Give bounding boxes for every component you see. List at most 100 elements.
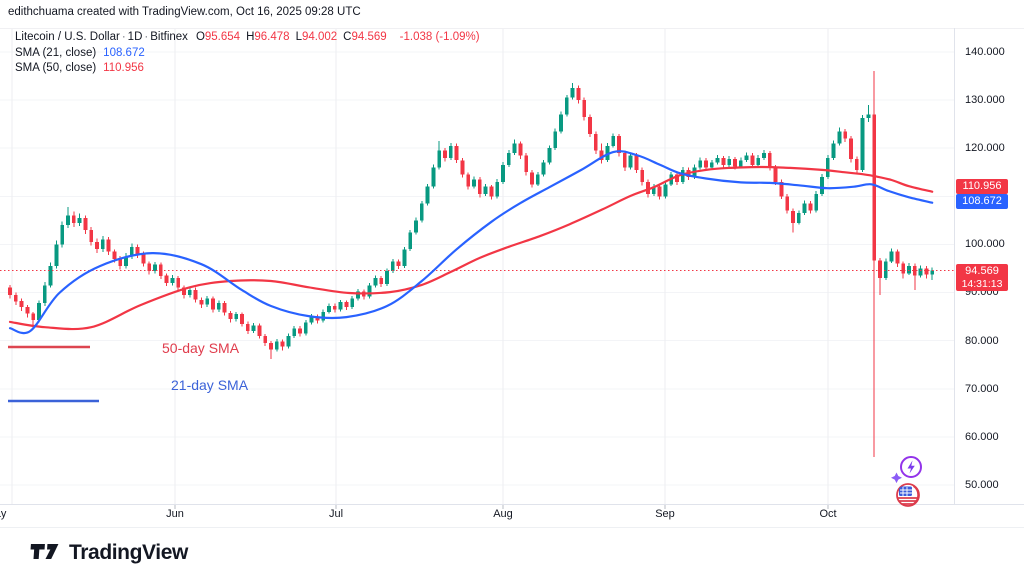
candle[interactable] [327,303,331,314]
candle[interactable] [124,253,128,269]
candle[interactable] [286,333,291,349]
candle[interactable] [779,179,784,200]
candle[interactable] [472,176,476,189]
candle[interactable] [582,97,587,121]
candle[interactable] [617,133,621,157]
candle[interactable] [530,169,534,188]
candle[interactable] [176,276,181,291]
candle[interactable] [350,295,355,309]
candle[interactable] [501,162,505,184]
candle[interactable] [872,71,877,458]
candle[interactable] [808,201,813,214]
candle[interactable] [901,261,906,279]
candle[interactable] [437,141,442,170]
candle[interactable] [756,154,761,167]
candle[interactable] [791,208,795,233]
candle[interactable] [135,244,140,258]
candle[interactable] [762,150,766,160]
candle[interactable] [443,148,447,162]
candle[interactable] [13,292,18,306]
candle[interactable] [883,258,888,281]
candle[interactable] [750,153,755,168]
candle[interactable] [506,150,511,167]
candle[interactable] [663,181,668,199]
candle[interactable] [251,322,256,333]
candle[interactable] [25,305,30,318]
candle[interactable] [321,309,326,323]
candle[interactable] [547,145,552,165]
candle[interactable] [518,141,523,159]
candle[interactable] [541,159,546,177]
candle[interactable] [205,295,210,307]
candle[interactable] [489,184,494,200]
candle[interactable] [373,275,378,288]
candle[interactable] [849,136,853,163]
candle[interactable] [89,227,94,246]
candle[interactable] [605,142,610,163]
candle[interactable] [912,263,917,291]
candle[interactable] [414,217,418,235]
candle[interactable] [721,155,726,168]
flag-emblem-button[interactable] [896,483,920,507]
candle[interactable] [454,143,459,164]
candle[interactable] [269,341,273,359]
sma21-line[interactable] [8,150,934,335]
candle[interactable] [559,111,563,134]
candle[interactable] [837,127,842,146]
candle[interactable] [593,131,598,154]
candle[interactable] [495,179,500,199]
candle[interactable] [106,237,111,256]
candle[interactable] [483,183,488,196]
candle[interactable] [930,267,935,281]
candle[interactable] [385,268,389,286]
candle[interactable] [396,259,401,269]
candle[interactable] [83,215,88,234]
candle[interactable] [100,235,105,253]
candle[interactable] [292,326,297,338]
candle[interactable] [8,284,12,299]
candle[interactable] [460,157,465,178]
candle[interactable] [843,128,848,142]
candle[interactable] [187,287,192,298]
candle[interactable] [466,172,471,190]
candle[interactable] [199,297,204,308]
candle[interactable] [907,263,911,276]
candle[interactable] [228,310,233,323]
candle[interactable] [95,238,99,254]
candle[interactable] [164,273,169,286]
sma50-legend-row[interactable]: SMA (50, close) 110.956 [15,61,480,76]
sma50-line[interactable] [8,165,934,331]
candle[interactable] [796,210,801,225]
sma50-drawing-label[interactable]: 50-day SMA [162,340,240,356]
candle[interactable] [622,150,627,171]
candle[interactable] [153,261,157,274]
candle[interactable] [628,152,633,170]
candle[interactable] [170,275,175,286]
candle[interactable] [553,128,558,151]
candle[interactable] [924,266,929,279]
candle[interactable] [245,321,250,334]
candle[interactable] [303,319,308,336]
candle[interactable] [889,248,894,264]
candle[interactable] [356,289,360,301]
candle[interactable] [298,326,302,337]
candle[interactable] [60,221,65,248]
candle[interactable] [332,303,337,313]
candle[interactable] [344,300,349,310]
candle[interactable] [402,246,407,269]
candle[interactable] [367,282,372,299]
candle[interactable] [257,323,262,339]
candle[interactable] [651,183,656,196]
tradingview-logo[interactable]: TradingView [30,541,188,565]
candle[interactable] [820,174,824,196]
candle[interactable] [448,142,453,160]
candle[interactable] [66,206,70,229]
candle[interactable] [854,156,859,173]
candle[interactable] [599,143,604,164]
candle[interactable] [431,164,436,189]
candle[interactable] [831,140,836,160]
candle[interactable] [54,240,59,269]
candle[interactable] [727,155,732,167]
candle[interactable] [576,85,581,104]
